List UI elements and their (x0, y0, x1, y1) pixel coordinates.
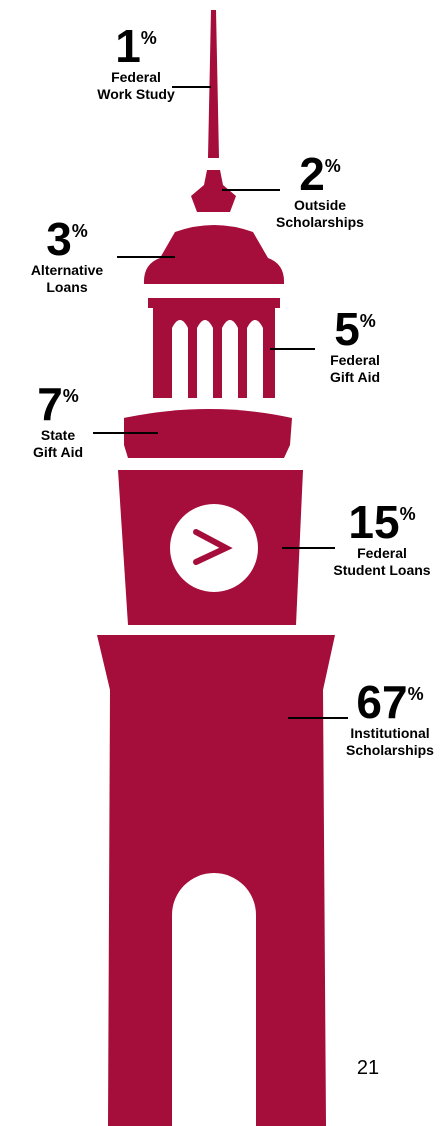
opening (197, 320, 213, 398)
percent: 7% (37, 378, 79, 430)
opening (172, 320, 188, 398)
label-line: Work Study (97, 86, 175, 102)
percent: 2% (299, 148, 341, 200)
percent: 1% (115, 20, 157, 72)
percent-value: 2 (299, 148, 325, 200)
percent-value: 1 (115, 20, 141, 72)
percent: 5% (334, 303, 376, 355)
percent-value: 15 (348, 496, 399, 548)
label-line: Gift Aid (330, 369, 380, 385)
percent-sign: % (360, 311, 376, 331)
percent-sign: % (408, 684, 424, 704)
percent-sign: % (400, 504, 416, 524)
opening (247, 320, 263, 398)
label-line: Gift Aid (33, 444, 83, 460)
percent-value: 3 (46, 213, 72, 265)
label-line: Student Loans (333, 562, 430, 578)
dome (143, 225, 285, 284)
percent-sign: % (141, 28, 157, 48)
label-line: Federal (357, 545, 407, 561)
spire (208, 10, 219, 158)
percent-value: 7 (37, 378, 63, 430)
label-line: Institutional (350, 725, 429, 741)
label-line: Alternative (31, 262, 104, 278)
percent: 15% (348, 496, 415, 548)
label-line: Loans (46, 279, 87, 295)
percent-value: 67 (356, 676, 407, 728)
page-number: 21 (357, 1057, 379, 1079)
label-line: Scholarships (346, 742, 434, 758)
percent-sign: % (63, 386, 79, 406)
percent-value: 5 (334, 303, 360, 355)
label-line: Federal (330, 352, 380, 368)
openings (170, 320, 263, 1126)
clock-face (170, 504, 258, 592)
label-line: Scholarships (276, 214, 364, 230)
percent-sign: % (325, 156, 341, 176)
finial (191, 170, 236, 212)
label-line: Outside (294, 197, 346, 213)
arch (172, 873, 256, 1126)
label-line: State (41, 427, 75, 443)
slab (124, 409, 292, 458)
percent: 3% (46, 213, 88, 265)
opening (222, 320, 238, 398)
clock-hand (193, 529, 233, 565)
percent-sign: % (72, 221, 88, 241)
label-line: Federal (111, 69, 161, 85)
percent: 67% (356, 676, 423, 728)
column-cap (148, 298, 280, 308)
